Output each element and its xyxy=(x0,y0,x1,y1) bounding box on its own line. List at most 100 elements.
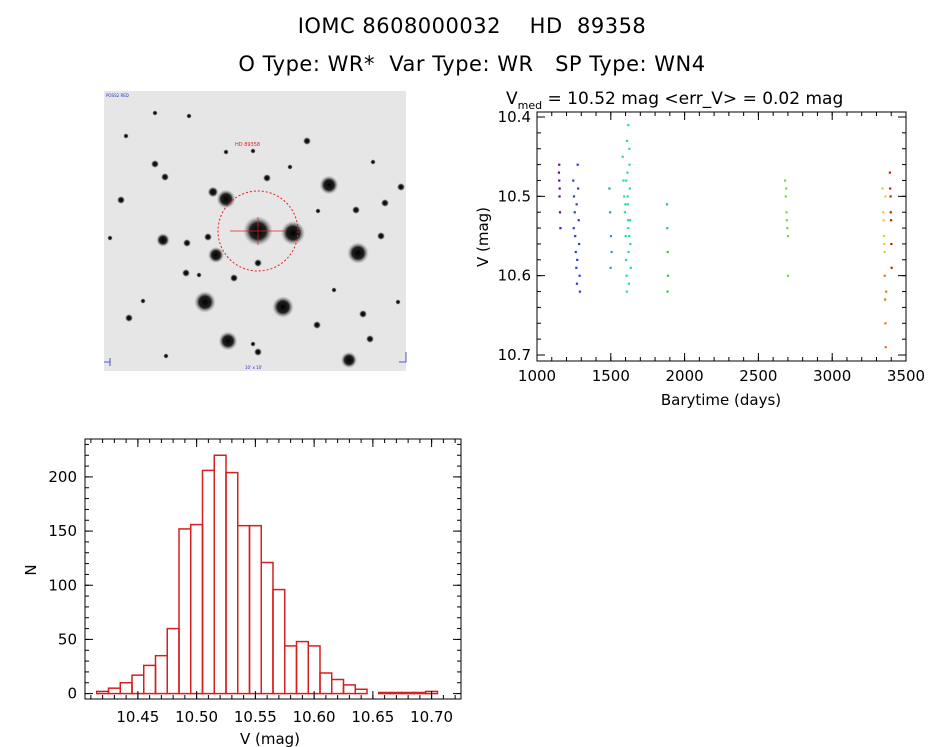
light-curve-point xyxy=(624,235,627,238)
histogram-bar xyxy=(107,687,121,695)
light-curve-point xyxy=(576,258,579,261)
histogram-bar xyxy=(201,469,215,695)
light-curve-point xyxy=(666,227,669,230)
light-curve-point xyxy=(786,235,790,238)
histogram-bar xyxy=(166,627,180,695)
light-curve-point xyxy=(890,242,893,246)
light-curve-point xyxy=(889,187,892,190)
x-tick-label: 3000 xyxy=(813,367,851,385)
light-curve-point xyxy=(786,274,790,277)
chart-title-line1: IOMC 8608000032 HD 89358 xyxy=(297,14,647,38)
histogram-frame xyxy=(84,438,462,700)
light-curve-point xyxy=(889,211,892,214)
histogram-bar xyxy=(190,523,204,695)
light-curve-point xyxy=(883,274,886,277)
light-curve-point xyxy=(558,179,561,182)
light-curve-point xyxy=(786,227,789,230)
light-curve-point xyxy=(624,203,627,206)
histogram-bar xyxy=(331,678,345,695)
light-curve-point xyxy=(623,195,626,198)
light-curve-title-prefix: V xyxy=(506,89,518,109)
y-tick-label: 150 xyxy=(48,522,77,540)
light-curve-point xyxy=(629,242,632,246)
light-curve-point xyxy=(628,235,631,238)
light-curve-point xyxy=(785,187,788,190)
light-curve-point xyxy=(578,242,581,246)
histogram-xlabel: V (mag) xyxy=(240,730,300,747)
light-curve-title: Vmed = 10.52 mag <err_V> = 0.02 mag xyxy=(506,89,843,112)
light-curve-point xyxy=(626,171,629,174)
light-curve-point xyxy=(625,290,628,293)
y-tick-label: 100 xyxy=(48,576,77,594)
light-curve-point xyxy=(625,179,628,182)
light-curve-point xyxy=(666,290,669,293)
histogram-bar xyxy=(178,528,192,695)
light-curve-frame xyxy=(536,111,907,362)
light-curve-point xyxy=(665,203,669,206)
light-curve-point xyxy=(574,235,577,238)
light-curve-point xyxy=(785,211,788,214)
light-curve-point xyxy=(889,195,892,198)
light-curve-point xyxy=(783,179,787,182)
light-curve-point xyxy=(557,171,561,174)
x-tick-label: 10.65 xyxy=(351,708,394,726)
light-curve-point xyxy=(558,195,561,198)
x-tick-label: 10.70 xyxy=(410,708,453,726)
light-curve-point xyxy=(882,235,886,238)
light-curve-point xyxy=(627,227,630,230)
histogram-bar xyxy=(295,640,309,695)
y-tick-label: 200 xyxy=(48,468,77,486)
light-curve-point xyxy=(575,203,578,206)
x-tick-label: 10.60 xyxy=(293,708,336,726)
light-curve-point xyxy=(577,219,580,222)
light-curve-ylabel: V (mag) xyxy=(474,207,492,267)
y-tick-label: 10.7 xyxy=(498,346,531,364)
x-tick-label: 2000 xyxy=(666,367,704,385)
histogram-ylabel: N xyxy=(22,564,40,575)
histogram-bar xyxy=(319,672,333,695)
x-tick-label: 1000 xyxy=(518,367,556,385)
light-curve-point xyxy=(785,219,788,222)
x-tick-label: 10.45 xyxy=(116,708,159,726)
light-curve-point xyxy=(882,211,885,214)
light-curve-point xyxy=(625,274,628,277)
histogram-bar xyxy=(284,645,298,695)
histogram-bar xyxy=(143,664,157,695)
histogram-bar xyxy=(248,524,262,695)
light-curve-point xyxy=(784,195,787,198)
light-curve-point xyxy=(881,187,884,190)
light-curve-point xyxy=(627,282,631,285)
chart-title-line2: O Type: WR* Var Type: WR SP Type: WN4 xyxy=(238,52,706,76)
histogram-bar xyxy=(401,691,415,695)
light-curve-point xyxy=(889,219,893,222)
light-curve-point xyxy=(578,290,582,293)
histogram-bar xyxy=(272,588,286,695)
light-curve-point xyxy=(626,219,630,222)
light-curve-point xyxy=(622,179,625,182)
histogram-bar xyxy=(260,561,274,695)
light-curve-point xyxy=(558,187,561,190)
light-curve-point xyxy=(629,266,632,269)
light-curve-point xyxy=(572,195,576,198)
light-curve-point xyxy=(628,147,631,150)
light-curve-point xyxy=(576,163,579,166)
x-tick-label: 10.55 xyxy=(234,708,277,726)
light-curve-point xyxy=(558,211,562,214)
histogram-bar xyxy=(213,454,227,695)
light-curve-xlabel: Barytime (days) xyxy=(661,391,781,409)
light-curve-point xyxy=(609,211,612,214)
x-tick-label: 2500 xyxy=(739,367,777,385)
light-curve-point xyxy=(623,211,627,214)
histogram-bar xyxy=(119,682,133,695)
light-curve-point xyxy=(572,179,575,182)
light-curve-point xyxy=(575,266,578,269)
light-curve-point xyxy=(573,211,576,214)
light-curve-point xyxy=(608,187,611,190)
light-curve-point xyxy=(883,242,886,246)
light-curve-point xyxy=(610,250,613,254)
y-tick-label: 0 xyxy=(67,685,77,703)
light-curve-point xyxy=(628,219,632,222)
light-curve-point xyxy=(626,195,629,198)
